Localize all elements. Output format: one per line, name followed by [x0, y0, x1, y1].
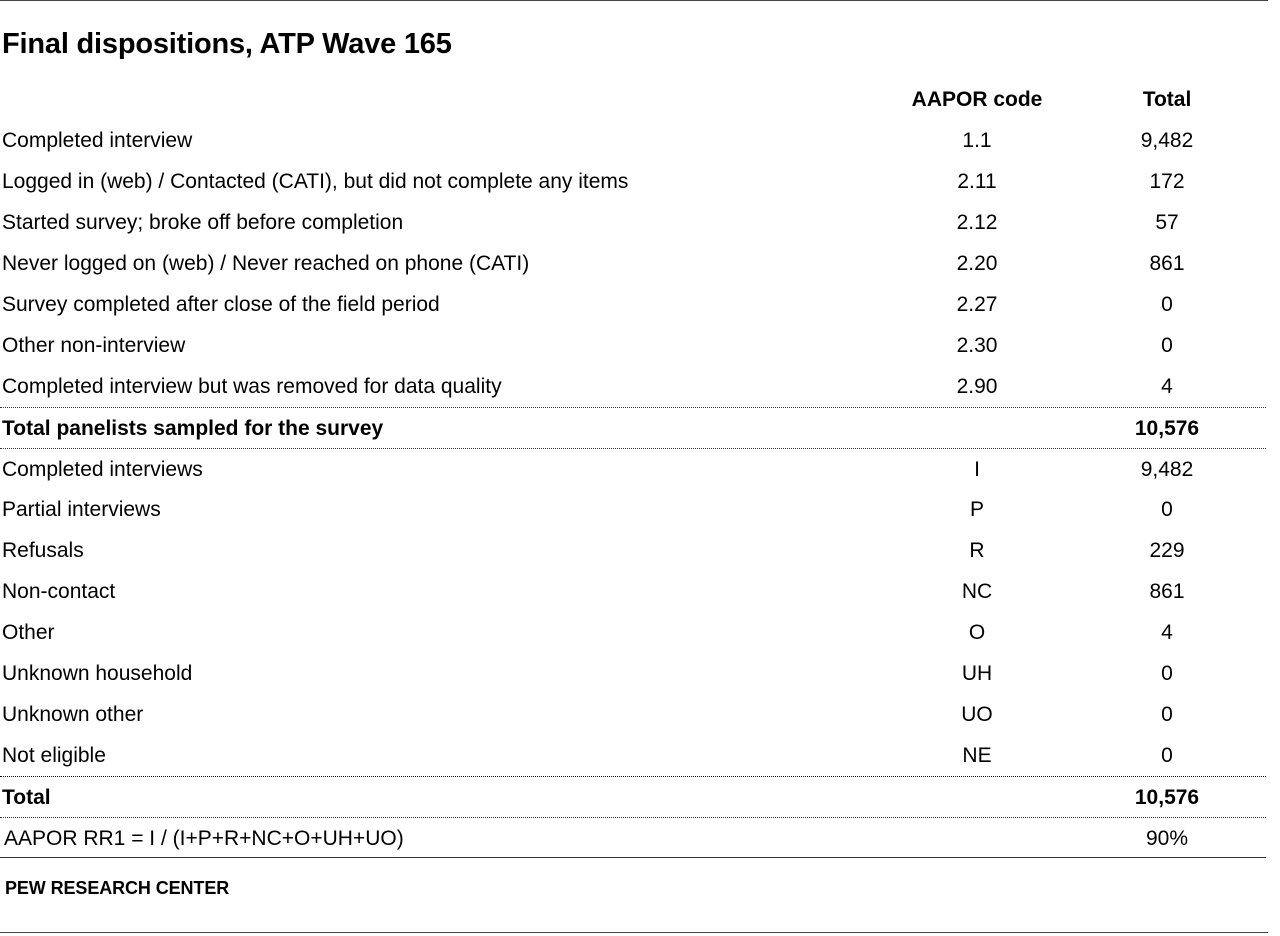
- row-label: Unknown other: [2, 703, 144, 726]
- sampled-total-row: Total panelists sampled for the survey 1…: [0, 407, 1266, 448]
- table-row: Completed interview but was removed for …: [0, 366, 1266, 407]
- row-total: 861: [1149, 252, 1185, 275]
- top-rule: [0, 0, 1268, 1]
- row-code: R: [969, 539, 985, 562]
- row-code: P: [969, 498, 984, 521]
- row-code: 2.20: [956, 252, 998, 275]
- row-code: 2.27: [956, 293, 998, 316]
- row-code: I: [974, 458, 980, 481]
- response-rate-formula: AAPOR RR1 = I / (I+P+R+NC+O+UH+UO): [4, 827, 404, 850]
- row-code: UH: [961, 662, 993, 685]
- table-row: Unknown other UO 0: [0, 694, 1266, 735]
- row-code: 2.11: [957, 170, 997, 193]
- table-row: Logged in (web) / Contacted (CATI), but …: [0, 161, 1266, 202]
- row-label: Non-contact: [2, 580, 116, 603]
- row-total: 9,482: [1140, 129, 1194, 152]
- table-row: Completed interview 1.1 9,482: [0, 120, 1266, 161]
- sampled-total-label: Total panelists sampled for the survey: [2, 417, 384, 440]
- row-code: O: [968, 621, 986, 644]
- header-total: Total: [1142, 88, 1192, 111]
- row-total: 229: [1149, 539, 1185, 562]
- row-total: 4: [1161, 375, 1173, 398]
- table-row: Non-contact NC 861: [0, 571, 1266, 612]
- row-total: 0: [1161, 293, 1173, 316]
- row-label: Completed interviews: [2, 458, 203, 481]
- source-credit: PEW RESEARCH CENTER: [5, 878, 230, 898]
- table-row: Other O 4: [0, 612, 1266, 653]
- row-label: Other non-interview: [2, 334, 186, 357]
- table-row: Survey completed after close of the fiel…: [0, 284, 1266, 325]
- row-total: 0: [1161, 662, 1173, 685]
- dispositions-table: AAPOR code Total Completed interview 1.1…: [0, 79, 1266, 858]
- row-total: 9,482: [1140, 458, 1194, 481]
- bottom-rule: [0, 932, 1268, 933]
- table-header-row: AAPOR code Total: [0, 79, 1266, 120]
- header-aapor-code: AAPOR code: [911, 88, 1043, 111]
- table-row: Never logged on (web) / Never reached on…: [0, 243, 1266, 284]
- row-label: Other: [2, 621, 55, 644]
- table-row: Partial interviews P 0: [0, 489, 1266, 530]
- row-code: NC: [961, 580, 993, 603]
- row-label: Not eligible: [2, 744, 106, 767]
- row-label: Never logged on (web) / Never reached on…: [2, 252, 530, 275]
- row-total: 4: [1161, 621, 1173, 644]
- row-total: 0: [1161, 498, 1173, 521]
- row-total: 172: [1149, 170, 1185, 193]
- row-code: NE: [962, 744, 992, 767]
- row-label: Survey completed after close of the fiel…: [2, 293, 440, 316]
- row-label: Started survey; broke off before complet…: [2, 211, 404, 234]
- row-label: Completed interview but was removed for …: [2, 375, 502, 398]
- row-code: 2.90: [956, 375, 998, 398]
- response-rate-row: AAPOR RR1 = I / (I+P+R+NC+O+UH+UO) 90%: [0, 817, 1266, 858]
- response-rate-value: 90%: [1145, 827, 1189, 850]
- row-code: UO: [961, 703, 993, 726]
- row-code: 2.30: [956, 334, 998, 357]
- page-title: Final dispositions, ATP Wave 165: [2, 28, 452, 60]
- row-label: Refusals: [2, 539, 84, 562]
- row-label: Logged in (web) / Contacted (CATI), but …: [2, 170, 629, 193]
- row-label: Completed interview: [2, 129, 193, 152]
- table-row: Completed interviews I 9,482: [0, 448, 1266, 489]
- row-total: 861: [1149, 580, 1185, 603]
- row-total: 0: [1161, 703, 1173, 726]
- sampled-total-value: 10,576: [1134, 417, 1200, 440]
- grand-total-label: Total: [2, 786, 51, 809]
- table-row: Started survey; broke off before complet…: [0, 202, 1266, 243]
- table-row: Unknown household UH 0: [0, 653, 1266, 694]
- row-total: 0: [1161, 334, 1173, 357]
- row-label: Partial interviews: [2, 498, 161, 521]
- row-code: 2.12: [956, 211, 998, 234]
- table-row: Not eligible NE 0: [0, 735, 1266, 776]
- row-label: Unknown household: [2, 662, 193, 685]
- row-total: 0: [1161, 744, 1173, 767]
- row-total: 57: [1155, 211, 1179, 234]
- grand-total-row: Total 10,576: [0, 776, 1266, 817]
- table-row: Other non-interview 2.30 0: [0, 325, 1266, 366]
- grand-total-value: 10,576: [1134, 786, 1200, 809]
- table-row: Refusals R 229: [0, 530, 1266, 571]
- row-code: 1.1: [962, 129, 992, 152]
